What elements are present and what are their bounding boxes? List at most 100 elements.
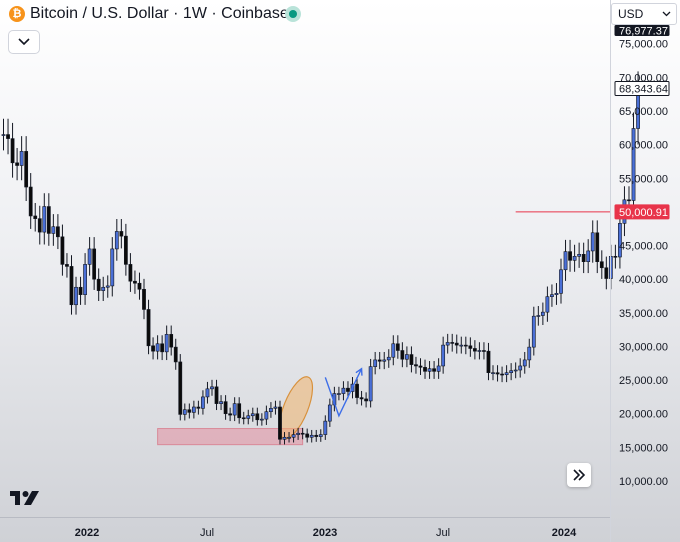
candle-body xyxy=(205,388,210,398)
candle-body xyxy=(513,369,518,372)
candle xyxy=(51,214,56,246)
candle xyxy=(445,333,450,354)
candle-body xyxy=(540,311,545,316)
x-axis-tick-label: 2024 xyxy=(552,527,577,539)
candle xyxy=(178,354,183,421)
candle xyxy=(427,361,432,379)
candle-body xyxy=(495,372,500,375)
candle-body xyxy=(341,387,346,394)
candle-body xyxy=(595,232,600,262)
candle xyxy=(96,268,101,301)
symbol-title[interactable]: Bitcoin / U.S. Dollar · 1W · Coinbase xyxy=(30,5,289,22)
candle xyxy=(409,346,414,373)
candle-body xyxy=(590,232,595,252)
candle xyxy=(137,272,142,300)
projection-arrow-head xyxy=(355,367,363,376)
candle-body xyxy=(164,334,169,353)
price-label: 68,343.64 xyxy=(614,81,670,97)
candle xyxy=(269,402,273,418)
time-axis-divider xyxy=(0,517,610,518)
candle xyxy=(599,250,604,279)
candle-body xyxy=(586,250,591,262)
candle xyxy=(92,237,97,290)
candle-body xyxy=(518,365,523,371)
candle xyxy=(477,342,482,360)
candle xyxy=(146,299,151,355)
candle xyxy=(504,365,509,383)
candle xyxy=(246,409,251,425)
candle xyxy=(83,253,87,305)
candle xyxy=(631,112,636,215)
candle-body xyxy=(500,373,504,376)
candle-body xyxy=(386,356,391,361)
candle-body xyxy=(214,386,219,404)
candle xyxy=(119,218,124,249)
candle-body xyxy=(178,361,183,415)
candle xyxy=(15,147,19,181)
bitcoin-icon: ₿ xyxy=(9,6,25,22)
candle-body xyxy=(463,344,468,347)
candle-body xyxy=(509,370,514,373)
candle-body xyxy=(105,285,110,288)
candle-body xyxy=(83,264,87,295)
candle xyxy=(468,337,473,357)
chevron-down-icon xyxy=(18,38,30,46)
candle xyxy=(282,432,287,445)
candle-body xyxy=(613,256,618,258)
candle-body xyxy=(1,134,6,136)
candle xyxy=(155,335,160,360)
candle-body xyxy=(323,420,328,435)
candle xyxy=(586,239,591,274)
candle-body xyxy=(24,151,29,188)
candle xyxy=(237,397,242,424)
candle xyxy=(278,400,282,445)
candle-body xyxy=(210,386,214,390)
candle-body xyxy=(133,280,137,284)
candle-body xyxy=(318,434,323,437)
currency-select[interactable]: USD xyxy=(611,3,677,25)
candle-body xyxy=(223,401,228,415)
candle xyxy=(160,335,165,361)
candle-body xyxy=(545,296,550,313)
candle-body xyxy=(119,231,124,237)
candle xyxy=(613,244,618,269)
candle-body xyxy=(201,396,205,409)
candle xyxy=(214,379,219,411)
candle-body xyxy=(6,134,10,139)
candle xyxy=(341,381,346,401)
candle-body xyxy=(472,348,477,352)
candle xyxy=(550,284,554,307)
candle-body xyxy=(337,393,341,395)
candle-body xyxy=(78,286,83,295)
candle xyxy=(232,397,237,422)
candle xyxy=(441,336,446,374)
candle xyxy=(368,358,373,408)
y-axis-tick-label: 25,000.00 xyxy=(619,375,668,387)
candle-body xyxy=(364,398,368,402)
candle xyxy=(287,432,291,443)
collapse-legend-button[interactable] xyxy=(9,31,39,53)
candle xyxy=(205,381,210,404)
candle-body xyxy=(618,223,622,258)
tradingview-logo[interactable] xyxy=(10,488,44,508)
candle xyxy=(273,400,278,415)
y-axis-tick-label: 30,000.00 xyxy=(619,341,668,353)
candle xyxy=(327,398,332,427)
candle-body xyxy=(123,235,128,265)
candle-body xyxy=(51,226,56,234)
scroll-to-realtime-button[interactable] xyxy=(567,463,591,487)
candle-body xyxy=(599,261,604,269)
candle-body xyxy=(631,128,636,201)
candle-body xyxy=(232,403,237,416)
price-label-text: 50,000.91 xyxy=(619,207,668,219)
candle-body xyxy=(169,334,174,348)
candle xyxy=(105,275,110,298)
candle xyxy=(454,334,459,354)
candle-body xyxy=(409,354,414,365)
candle-body xyxy=(255,413,260,421)
candle xyxy=(151,337,155,360)
candle xyxy=(482,342,486,360)
candle xyxy=(1,118,6,151)
candle xyxy=(228,407,233,422)
